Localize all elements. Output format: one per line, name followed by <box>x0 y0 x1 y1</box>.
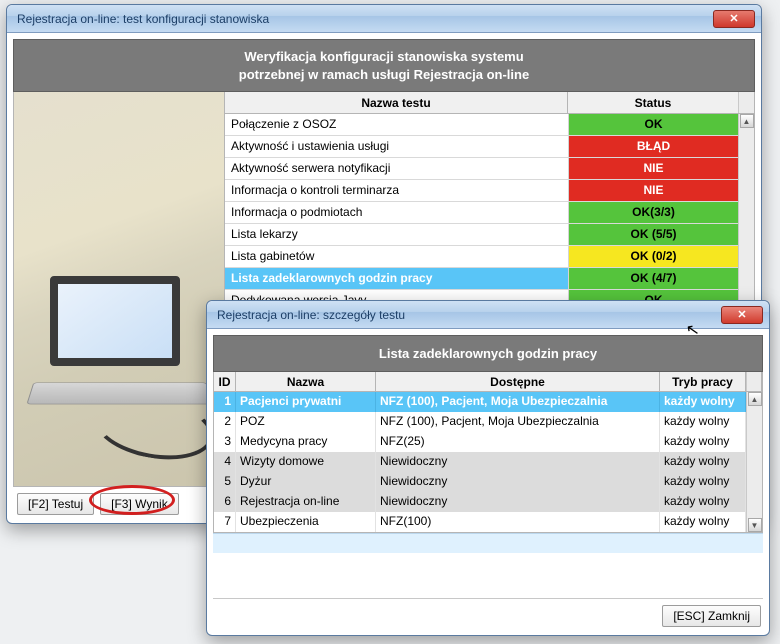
main-close-button[interactable]: ✕ <box>713 10 755 28</box>
detail-footer-strip <box>213 533 763 553</box>
detail-col-id: ID <box>214 372 236 391</box>
detail-cell-tryb: każdy wolny <box>660 512 746 532</box>
tests-col-name: Nazwa testu <box>225 92 568 113</box>
detail-row[interactable]: 4Wizyty domoweNiewidocznykażdy wolny <box>214 452 746 472</box>
detail-cell-name: Ubezpieczenia <box>236 512 376 532</box>
detail-cell-id: 5 <box>214 472 236 492</box>
test-status: OK (0/2) <box>568 246 738 267</box>
detail-cell-tryb: każdy wolny <box>660 432 746 452</box>
test-button[interactable]: [F2] Testuj <box>17 493 94 515</box>
main-window-title: Rejestracja on-line: test konfiguracji s… <box>17 12 713 26</box>
test-name: Lista zadeklarownych godzin pracy <box>225 268 568 289</box>
detail-cell-name: Pacjenci prywatni <box>236 392 376 412</box>
detail-cell-dost: NFZ(100) <box>376 512 660 532</box>
detail-cell-dost: NFZ (100), Pacjent, Moja Ubezpieczalnia <box>376 412 660 432</box>
detail-row[interactable]: 2POZNFZ (100), Pacjent, Moja Ubezpieczal… <box>214 412 746 432</box>
detail-cell-tryb: każdy wolny <box>660 412 746 432</box>
verification-header-line1: Weryfikacja konfiguracji stanowiska syst… <box>18 48 750 66</box>
detail-row[interactable]: 1Pacjenci prywatniNFZ (100), Pacjent, Mo… <box>214 392 746 412</box>
detail-cell-tryb: każdy wolny <box>660 492 746 512</box>
test-name: Aktywność serwera notyfikacji <box>225 158 568 179</box>
detail-cell-dost: NFZ(25) <box>376 432 660 452</box>
test-status: NIE <box>568 180 738 201</box>
close-icon: ✕ <box>737 308 746 321</box>
detail-row[interactable]: 7UbezpieczeniaNFZ(100)każdy wolny <box>214 512 746 532</box>
test-name: Informacja o podmiotach <box>225 202 568 223</box>
detail-close-button[interactable]: ✕ <box>721 306 763 324</box>
detail-row[interactable]: 3Medycyna pracyNFZ(25)każdy wolny <box>214 432 746 452</box>
detail-cell-name: Medycyna pracy <box>236 432 376 452</box>
detail-col-name: Nazwa <box>236 372 376 391</box>
test-row[interactable]: Aktywność i ustawienia usługiBŁĄD <box>225 136 738 158</box>
tests-col-status: Status <box>568 92 738 113</box>
test-row[interactable]: Aktywność serwera notyfikacjiNIE <box>225 158 738 180</box>
test-status: BŁĄD <box>568 136 738 157</box>
close-icon: ✕ <box>729 12 738 25</box>
test-status: OK <box>568 114 738 135</box>
detail-cell-dost: NFZ (100), Pacjent, Moja Ubezpieczalnia <box>376 392 660 412</box>
test-status: OK (5/5) <box>568 224 738 245</box>
test-name: Lista gabinetów <box>225 246 568 267</box>
test-status: OK (4/7) <box>568 268 738 289</box>
detail-cell-id: 1 <box>214 392 236 412</box>
detail-cell-name: Rejestracja on-line <box>236 492 376 512</box>
detail-row[interactable]: 5DyżurNiewidocznykażdy wolny <box>214 472 746 492</box>
test-name: Lista lekarzy <box>225 224 568 245</box>
scrollbar-gutter <box>738 92 754 113</box>
detail-header: Lista zadeklarownych godzin pracy <box>213 335 763 372</box>
detail-cell-id: 7 <box>214 512 236 532</box>
detail-row[interactable]: 6Rejestracja on-lineNiewidocznykażdy wol… <box>214 492 746 512</box>
detail-scrollbar[interactable]: ▲ ▼ <box>746 392 762 532</box>
detail-grid: ID Nazwa Dostępne Tryb pracy 1Pacjenci p… <box>213 372 763 533</box>
close-button[interactable]: [ESC] Zamknij <box>662 605 761 627</box>
test-row[interactable]: Połączenie z OSOZOK <box>225 114 738 136</box>
detail-cell-tryb: każdy wolny <box>660 452 746 472</box>
test-name: Aktywność i ustawienia usługi <box>225 136 568 157</box>
scroll-down-icon[interactable]: ▼ <box>748 518 762 532</box>
detail-window-title: Rejestracja on-line: szczegóły testu <box>217 308 721 322</box>
detail-cell-dost: Niewidoczny <box>376 472 660 492</box>
detail-cell-dost: Niewidoczny <box>376 452 660 472</box>
detail-cell-id: 3 <box>214 432 236 452</box>
detail-cell-id: 6 <box>214 492 236 512</box>
detail-window: Rejestracja on-line: szczegóły testu ✕ L… <box>206 300 770 636</box>
test-row[interactable]: Lista gabinetówOK (0/2) <box>225 246 738 268</box>
test-status: NIE <box>568 158 738 179</box>
detail-col-dost: Dostępne <box>376 372 660 391</box>
side-illustration <box>14 92 224 486</box>
main-titlebar[interactable]: Rejestracja on-line: test konfiguracji s… <box>7 5 761 33</box>
detail-col-tryb: Tryb pracy <box>660 372 746 391</box>
scroll-up-icon[interactable]: ▲ <box>740 114 754 128</box>
detail-cell-tryb: każdy wolny <box>660 392 746 412</box>
verification-header: Weryfikacja konfiguracji stanowiska syst… <box>13 39 755 92</box>
detail-cell-id: 2 <box>214 412 236 432</box>
detail-cell-name: Dyżur <box>236 472 376 492</box>
detail-cell-tryb: każdy wolny <box>660 472 746 492</box>
result-button[interactable]: [F3] Wynik <box>100 493 179 515</box>
detail-cell-dost: Niewidoczny <box>376 492 660 512</box>
test-row[interactable]: Informacja o kontroli terminarzaNIE <box>225 180 738 202</box>
test-status: OK(3/3) <box>568 202 738 223</box>
detail-cell-name: Wizyty domowe <box>236 452 376 472</box>
verification-header-line2: potrzebnej w ramach usługi Rejestracja o… <box>18 66 750 84</box>
test-row[interactable]: Informacja o podmiotachOK(3/3) <box>225 202 738 224</box>
detail-cell-name: POZ <box>236 412 376 432</box>
test-name: Informacja o kontroli terminarza <box>225 180 568 201</box>
test-row[interactable]: Lista lekarzyOK (5/5) <box>225 224 738 246</box>
scrollbar-gutter <box>746 372 762 391</box>
test-name: Połączenie z OSOZ <box>225 114 568 135</box>
scroll-up-icon[interactable]: ▲ <box>748 392 762 406</box>
test-row[interactable]: Lista zadeklarownych godzin pracyOK (4/7… <box>225 268 738 290</box>
detail-cell-id: 4 <box>214 452 236 472</box>
